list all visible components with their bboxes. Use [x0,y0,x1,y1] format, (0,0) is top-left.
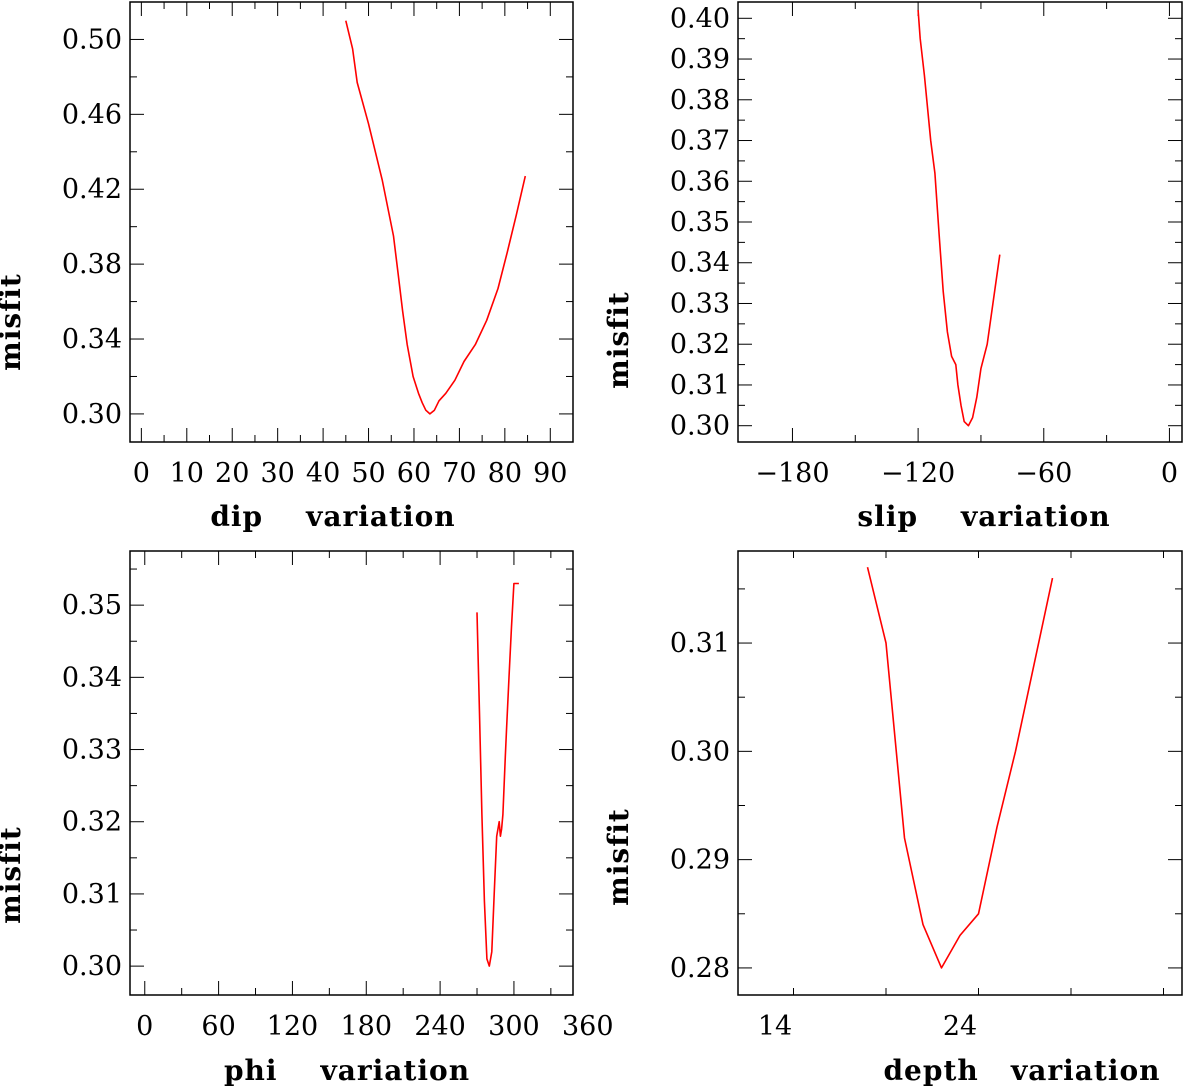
y-tick-label: 0.31 [670,628,730,659]
x-axis-title: depth variation [883,1054,1160,1086]
x-tick-label: 80 [488,458,522,489]
x-tick-label: 60 [201,1011,235,1042]
y-tick-label: 0.32 [670,329,730,360]
x-axis-title: slip variation [857,500,1110,533]
y-tick-label: 0.38 [62,249,122,280]
x-tick-label: 10 [170,458,204,489]
x-tick-label: 0 [133,458,150,489]
x-tick-label: 180 [340,1011,392,1042]
x-tick-label: 0 [1161,458,1178,489]
y-tick-label: 0.37 [670,126,730,157]
x-tick-label: 40 [306,458,340,489]
y-tick-label: 0.31 [62,879,122,910]
plot-frame [129,550,574,996]
misfit-curve-phi [476,582,519,967]
misfit-curve-dip [345,20,527,415]
y-axis-title: misfit [602,291,635,389]
x-tick-label: −60 [1015,458,1072,489]
y-tick-label: 0.35 [62,590,122,621]
y-tick-label: 0.28 [670,953,730,984]
y-tick-label: 0.31 [670,370,730,401]
y-tick-label: 0.33 [62,735,122,766]
y-tick-label: 0.34 [62,324,122,355]
y-tick-label: 0.30 [62,951,122,982]
x-tick-label: 240 [414,1011,466,1042]
y-tick-label: 0.34 [62,662,122,693]
y-axis-title: misfit [0,273,27,371]
x-tick-label: 300 [488,1011,540,1042]
x-tick-label: 20 [215,458,249,489]
y-tick-label: 0.50 [62,24,122,55]
x-tick-label: 14 [758,1011,792,1042]
x-tick-label: 360 [562,1011,614,1042]
y-tick-label: 0.30 [62,399,122,430]
x-axis-title: dip variation [210,500,455,533]
plot-dip: 0.30 0.34 0.38 0.42 0.46 0.50 0 10 20 30 40 50 60 70 8… [0,1,574,533]
y-tick-label: 0.30 [670,736,730,767]
x-tick-label: −120 [881,458,955,489]
plot-frame [737,1,1183,443]
plot-slip: 0.30 0.31 0.32 0.33 0.34 0.35 0.36 0.37 0.38 0.39… [602,1,1183,533]
y-tick-label: 0.30 [670,411,730,442]
x-tick-label: 0 [136,1011,153,1042]
y-tick-label: 0.46 [62,99,122,130]
x-tick-label: 24 [943,1011,977,1042]
x-tick-label: 90 [533,458,567,489]
y-tick-label: 0.39 [670,44,730,75]
y-tick-label: 0.33 [670,288,730,319]
x-tick-label: 50 [351,458,385,489]
y-tick-label: 0.35 [670,207,730,238]
x-tick-label: 70 [442,458,476,489]
x-tick-label: 120 [267,1011,319,1042]
y-tick-label: 0.34 [670,248,730,279]
x-axis-title: phi variation [224,1054,470,1086]
x-tick-label: −180 [755,458,829,489]
y-tick-label: 0.38 [670,85,730,116]
plot-phi: 0.30 0.31 0.32 0.33 0.34 0.35 0 60 120 180 240 300 3… [0,550,614,1086]
y-tick-label: 0.36 [670,166,730,197]
plot-frame [737,550,1183,996]
y-tick-label: 0.32 [62,807,122,838]
y-axis-title: misfit [0,826,27,924]
x-tick-label: 60 [397,458,431,489]
x-tick-label: 30 [260,458,294,489]
y-tick-label: 0.42 [62,174,122,205]
misfit-curve-depth [866,567,1054,969]
y-axis-title: misfit [602,808,635,906]
y-tick-label: 0.29 [670,845,730,876]
misfit-curve-slip [917,10,1001,427]
plot-depth: 0.28 0.29 0.30 0.31 14 24 depth variation misfi… [602,550,1183,1086]
plot-frame [129,1,574,443]
y-tick-label: 0.40 [670,3,730,34]
